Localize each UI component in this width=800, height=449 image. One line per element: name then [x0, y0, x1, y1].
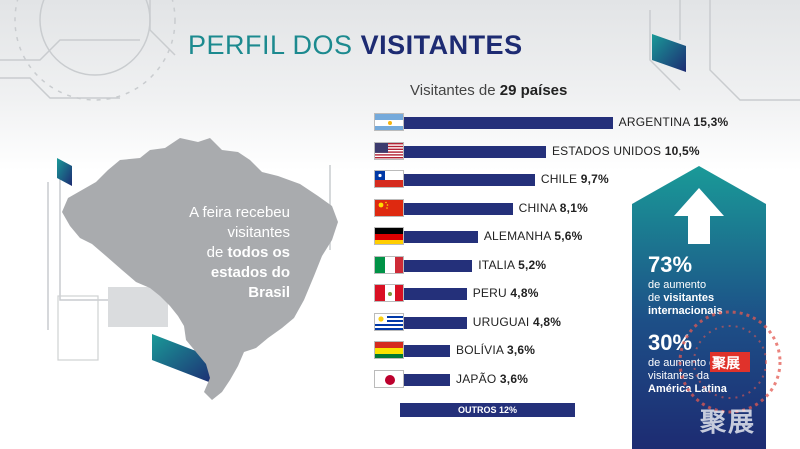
bar-label-bolívia: BOLÍVIA 3,6%: [456, 343, 536, 357]
up-arrow-icon: [674, 188, 724, 244]
bar-alemanha: [400, 231, 478, 243]
bar-chile: [400, 174, 535, 186]
bar-china: [400, 202, 513, 215]
bar-label-italia: ITALIA 5,2%: [478, 257, 547, 272]
stat-international-value: 73%: [648, 252, 693, 277]
bar-argentina: [400, 117, 613, 129]
bar-label-chile: CHILE 9,7%: [540, 172, 609, 186]
bar-label-peru: PERU 4,8%: [472, 286, 539, 300]
watermark-stamp-text: 聚展: [712, 355, 740, 371]
bar-bolívia: [400, 345, 451, 357]
bar-label-outros: OUTROS 12%: [458, 405, 518, 415]
bar-label-alemanha: ALEMANHA 5,6%: [483, 229, 583, 243]
italy-flag-icon: [374, 255, 404, 274]
watermark-text: 聚展: [700, 407, 757, 437]
bar-label-uruguai: URUGUAI 4,8%: [472, 314, 562, 329]
bar-label-estados-unidos: ESTADOS UNIDOS 10,5%: [551, 143, 700, 158]
stat-international-label: de aumento de visitantes internacionais: [648, 279, 723, 317]
bolivia-flag-icon: [374, 341, 404, 359]
japan-flag-icon: [374, 369, 404, 388]
bar-japão: [400, 373, 451, 386]
bar-estados-unidos: [400, 145, 546, 158]
bar-label-china: CHINA 8,1%: [518, 200, 588, 215]
germany-flag-icon: [374, 227, 404, 245]
chart-subtitle: Visitantes de 29 países: [410, 82, 568, 99]
chile-flag-icon: [374, 170, 404, 188]
watermark-stamp: [678, 310, 782, 414]
bar-italia: [400, 259, 473, 272]
stat-latam-label: de aumento de visitantes da América Lati…: [648, 357, 727, 395]
bar-outros: [400, 403, 576, 417]
uruguay-flag-icon: [374, 312, 404, 331]
argentina-flag-icon: [374, 113, 404, 131]
bar-label-argentina: ARGENTINA 15,3%: [618, 115, 729, 129]
bar-uruguai: [400, 316, 467, 329]
brazil-statement: A feira recebeu visitantes de todos os e…: [189, 204, 290, 301]
usa-flag-icon: [374, 141, 404, 160]
growth-arrow-panel: [632, 166, 766, 449]
bar-label-japão: JAPÃO 3,6%: [456, 371, 529, 386]
bar-peru: [400, 288, 467, 300]
page-title: PERFIL DOS VISITANTES: [188, 30, 523, 60]
china-flag-icon: [374, 198, 404, 217]
peru-flag-icon: [374, 284, 404, 302]
